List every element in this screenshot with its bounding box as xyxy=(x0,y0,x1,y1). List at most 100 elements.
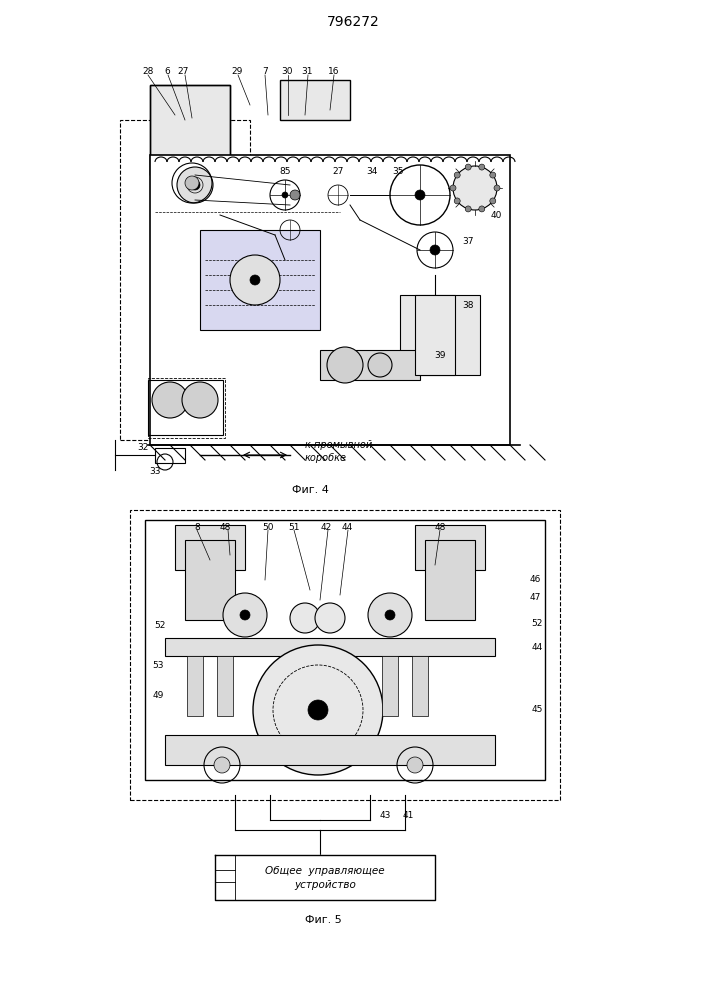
Bar xyxy=(187,656,203,716)
Bar xyxy=(130,510,560,800)
Circle shape xyxy=(327,347,363,383)
Bar xyxy=(217,656,233,716)
Bar xyxy=(148,380,223,435)
Circle shape xyxy=(290,603,320,633)
Circle shape xyxy=(282,192,288,198)
Circle shape xyxy=(152,382,188,418)
Bar xyxy=(200,230,320,330)
Bar xyxy=(425,540,475,620)
Circle shape xyxy=(453,166,497,210)
Bar xyxy=(165,735,495,765)
Circle shape xyxy=(415,190,425,200)
Circle shape xyxy=(490,172,496,178)
Circle shape xyxy=(479,164,485,170)
Text: 45: 45 xyxy=(532,706,543,714)
Text: 29: 29 xyxy=(231,68,243,77)
Bar xyxy=(412,656,428,716)
Text: 50: 50 xyxy=(262,522,274,532)
Circle shape xyxy=(368,353,392,377)
Bar xyxy=(165,638,495,656)
Circle shape xyxy=(420,350,440,370)
Circle shape xyxy=(450,185,456,191)
Text: 33: 33 xyxy=(149,468,160,477)
Text: 41: 41 xyxy=(402,810,414,820)
Circle shape xyxy=(454,198,460,204)
Bar xyxy=(175,525,245,570)
Bar xyxy=(120,120,250,440)
Text: 44: 44 xyxy=(341,522,353,532)
Bar xyxy=(145,520,545,780)
Polygon shape xyxy=(215,855,435,900)
Text: 53: 53 xyxy=(152,660,164,670)
Circle shape xyxy=(430,245,440,255)
Text: 34: 34 xyxy=(366,167,378,176)
Circle shape xyxy=(368,593,412,637)
Bar xyxy=(280,80,350,120)
Circle shape xyxy=(407,757,423,773)
Circle shape xyxy=(315,603,345,633)
Text: коробке: коробке xyxy=(305,453,347,463)
Bar xyxy=(185,540,235,620)
Text: устройство: устройство xyxy=(294,880,356,890)
Bar xyxy=(148,378,225,438)
Circle shape xyxy=(479,206,485,212)
Bar xyxy=(320,350,420,380)
Circle shape xyxy=(240,610,250,620)
Circle shape xyxy=(308,700,328,720)
Bar xyxy=(150,85,230,175)
Circle shape xyxy=(177,167,213,203)
Bar xyxy=(155,448,185,463)
Text: 30: 30 xyxy=(281,68,293,77)
Text: 85: 85 xyxy=(279,167,291,176)
Text: 47: 47 xyxy=(530,593,541,602)
Text: 39: 39 xyxy=(434,351,445,360)
Circle shape xyxy=(214,757,230,773)
Circle shape xyxy=(465,206,471,212)
Circle shape xyxy=(465,164,471,170)
Text: 43: 43 xyxy=(380,810,391,820)
Text: Общее  управляющее: Общее управляющее xyxy=(265,866,385,876)
Bar xyxy=(400,295,480,375)
Text: 8: 8 xyxy=(194,522,200,532)
Text: 52: 52 xyxy=(532,619,543,629)
Circle shape xyxy=(490,198,496,204)
Text: 51: 51 xyxy=(288,522,300,532)
Text: 48: 48 xyxy=(219,522,230,532)
Text: 16: 16 xyxy=(328,68,340,77)
Text: 7: 7 xyxy=(262,68,268,77)
Text: 44: 44 xyxy=(532,644,543,652)
Circle shape xyxy=(385,610,395,620)
Text: 52: 52 xyxy=(154,620,165,630)
Circle shape xyxy=(290,190,300,200)
Text: 48: 48 xyxy=(434,522,445,532)
Circle shape xyxy=(253,645,383,775)
Circle shape xyxy=(250,275,260,285)
Bar xyxy=(382,656,398,716)
Bar xyxy=(150,85,230,175)
Circle shape xyxy=(223,593,267,637)
Text: 27: 27 xyxy=(332,167,344,176)
Text: 35: 35 xyxy=(392,167,404,176)
Circle shape xyxy=(190,180,200,190)
Text: Фиг. 4: Фиг. 4 xyxy=(291,485,329,495)
Circle shape xyxy=(182,382,218,418)
Text: 37: 37 xyxy=(462,237,474,246)
Text: 46: 46 xyxy=(530,576,541,584)
Bar xyxy=(415,295,455,375)
Text: 796272: 796272 xyxy=(327,15,380,29)
Text: 6: 6 xyxy=(164,68,170,77)
Text: 38: 38 xyxy=(462,300,474,310)
Circle shape xyxy=(230,255,280,305)
Text: 31: 31 xyxy=(301,68,312,77)
Circle shape xyxy=(454,172,460,178)
Bar xyxy=(415,525,485,570)
Text: к промывной: к промывной xyxy=(305,440,373,450)
Text: 27: 27 xyxy=(177,68,189,77)
Text: Фиг. 5: Фиг. 5 xyxy=(305,915,341,925)
Text: 42: 42 xyxy=(320,522,332,532)
Text: 40: 40 xyxy=(491,211,502,220)
Bar xyxy=(150,155,510,445)
Text: 49: 49 xyxy=(152,690,164,700)
Text: 28: 28 xyxy=(142,68,153,77)
Circle shape xyxy=(494,185,500,191)
